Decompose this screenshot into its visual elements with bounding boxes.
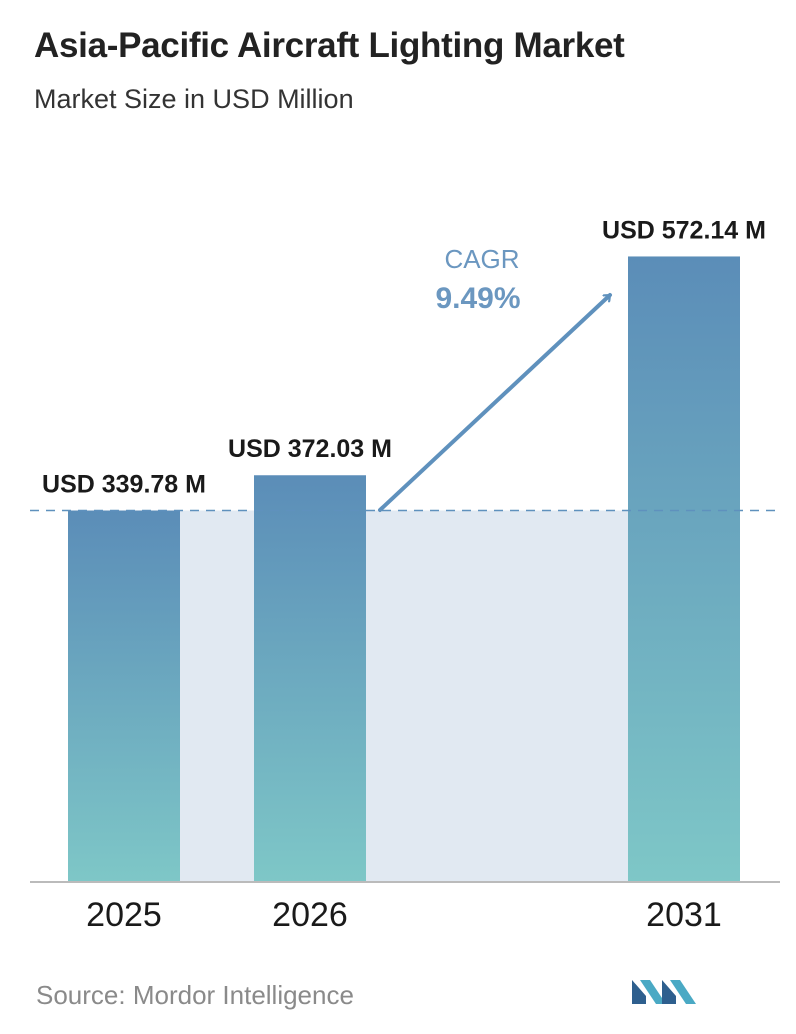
bar-2026 [254,475,366,882]
value-label-2031: USD 572.14 M [602,216,766,244]
cagr-value: 9.49% [435,282,520,315]
cagr-arrow [378,293,612,512]
value-label-2025: USD 339.78 M [42,471,206,499]
chart-title: Asia-Pacific Aircraft Lighting Market [34,26,625,65]
bar-chart: USD 339.78 M 2025 USD 372.03 M 2026 USD 572.… [30,216,780,934]
value-label-2026: USD 372.03 M [228,435,392,463]
bar-2025 [68,510,180,882]
category-label-2026: 2026 [272,896,348,934]
cagr-label: CAGR [444,244,519,274]
category-label-2031: 2031 [646,896,722,934]
source-note: Source: Mordor Intelligence [36,980,354,1010]
bar-2031 [628,256,740,882]
mordor-intelligence-logo-icon [632,980,696,1004]
chart-subtitle: Market Size in USD Million [34,84,354,114]
category-label-2025: 2025 [86,896,162,934]
